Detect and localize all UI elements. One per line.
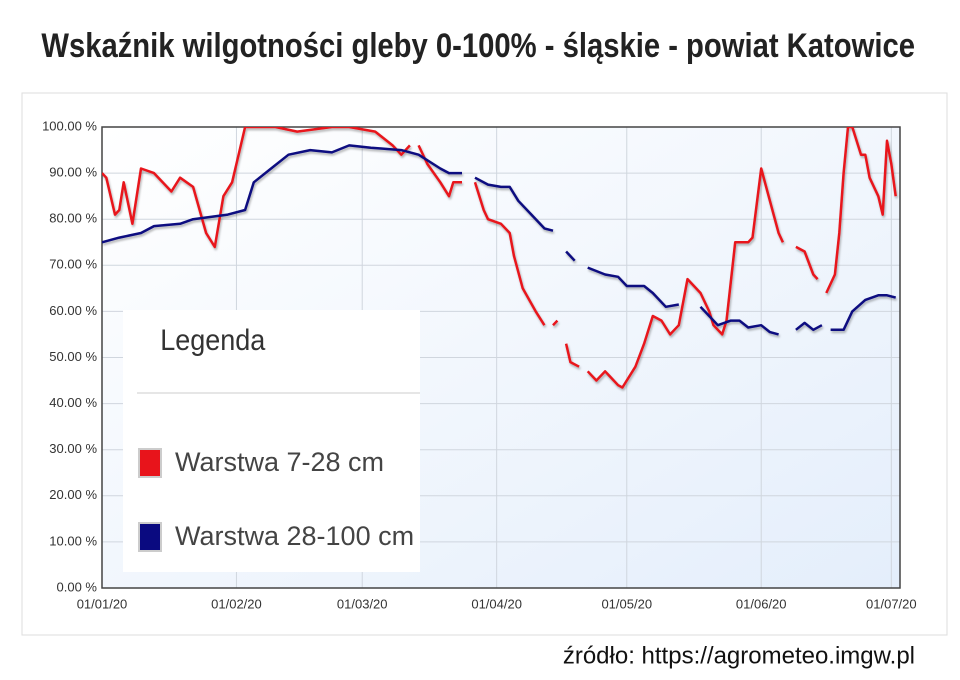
y-tick-label: 90.00 % (49, 165, 97, 180)
y-tick-label: 30.00 % (49, 441, 97, 456)
x-tick-label: 01/02/20 (211, 596, 262, 611)
series-line (102, 127, 897, 389)
plot-border (101, 126, 901, 589)
y-tick-label: 60.00 % (49, 303, 97, 318)
legend-title: Legenda (160, 324, 265, 358)
legend-label: Warstwa 7-28 cm (175, 447, 384, 477)
y-tick-label: 10.00 % (49, 533, 97, 548)
chart-title: Wskaźnik wilgotności gleby 0-100% - śląs… (41, 26, 915, 65)
x-tick-label: 01/03/20 (337, 596, 388, 611)
legend-box (123, 310, 420, 572)
source-note: źródło: https://agrometeo.imgw.pl (563, 642, 915, 669)
x-tick-label: 01/06/20 (736, 596, 787, 611)
y-tick-label: 50.00 % (49, 349, 97, 364)
legend-swatch (138, 522, 162, 552)
y-tick-label: 40.00 % (49, 395, 97, 410)
y-tick-label: 70.00 % (49, 257, 97, 272)
series-line (102, 144, 897, 336)
legend-swatch (138, 448, 162, 478)
x-tick-label: 01/01/20 (77, 596, 128, 611)
legend-label: Warstwa 28-100 cm (175, 521, 414, 551)
x-tick-label: 01/07/20 (866, 596, 917, 611)
y-tick-label: 100.00 % (42, 118, 97, 133)
y-tick-label: 80.00 % (49, 211, 97, 226)
x-tick-label: 01/05/20 (601, 596, 652, 611)
y-tick-label: 20.00 % (49, 487, 97, 502)
x-tick-label: 01/04/20 (471, 596, 522, 611)
y-tick-label: 0.00 % (57, 579, 98, 594)
